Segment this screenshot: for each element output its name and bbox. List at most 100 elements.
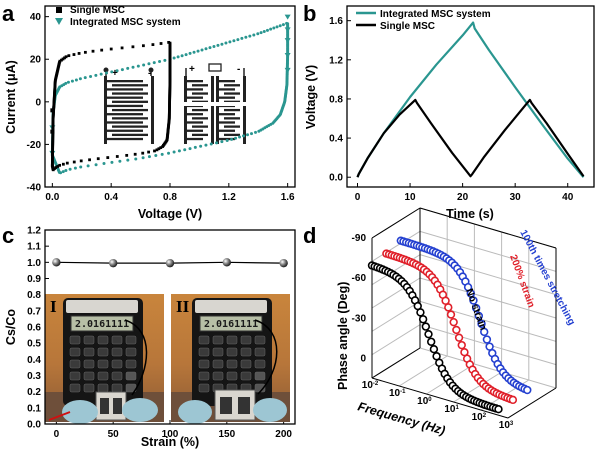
calculator-key xyxy=(83,347,95,357)
integrated-electrode-schematic-left xyxy=(184,76,214,144)
panel-c-xtick-label: 200 xyxy=(275,429,292,440)
integrated-electrode-schematic-left-finger xyxy=(192,84,208,87)
panel-a-gridticks: 0.0 0.4 0.8 1.2 1.6 -40 -20 0 20 40 xyxy=(27,12,295,203)
integrated-electrode-schematic-right-finger xyxy=(224,117,240,120)
data-point-single-msc xyxy=(96,157,100,161)
calculator-key xyxy=(83,371,95,381)
data-point-integrated-msc xyxy=(199,144,203,148)
panel-d: d -90 -60 -30 0 10-2 10-1 100 101 102 103 No stra… xyxy=(303,207,577,438)
data-point-integrated-msc xyxy=(184,53,188,57)
panel-c-xtick-label: 150 xyxy=(218,429,235,440)
data-point-single-msc xyxy=(88,158,91,162)
data-point-integrated-msc xyxy=(200,48,204,52)
data-point-integrated-msc xyxy=(158,60,162,64)
data-point-integrated-msc xyxy=(163,58,167,62)
data-point-100th-stretching xyxy=(523,385,532,395)
single-electrode-schematic-finger xyxy=(107,104,143,108)
data-point-cs-co xyxy=(279,258,288,268)
integrated-electrode-schematic-left-finger xyxy=(187,121,203,124)
data-point-no-strain xyxy=(421,322,431,331)
data-point-integrated-msc xyxy=(177,149,181,153)
data-point-single-msc xyxy=(58,163,62,167)
data-point-single-msc xyxy=(58,59,62,63)
integrated-electrode-schematic-right-finger xyxy=(224,108,240,112)
legend-label-single-b: Single MSC xyxy=(380,21,435,32)
data-point-integrated-msc xyxy=(253,130,257,134)
integrated-electrode-schematic-left-bus-left xyxy=(184,76,187,144)
data-point-integrated-msc xyxy=(110,160,114,164)
calculator-key xyxy=(97,371,109,381)
data-point-integrated-msc xyxy=(281,23,285,27)
data-point-single-msc xyxy=(151,43,155,47)
data-point-100th-stretching xyxy=(466,289,475,298)
panel-c-ytick-label: 0.3 xyxy=(27,371,41,382)
data-point-integrated-msc xyxy=(244,35,248,39)
panel-d-xtick-label: 103 xyxy=(499,420,514,431)
data-point-200-strain xyxy=(454,333,464,342)
data-point-integrated-msc xyxy=(126,66,130,70)
integrated-electrode-schematic-right-finger xyxy=(219,129,235,132)
data-point-integrated-msc xyxy=(70,79,74,83)
data-point-integrated-msc xyxy=(102,162,106,166)
data-point-single-msc xyxy=(91,49,95,53)
data-point-single-msc xyxy=(56,165,60,168)
data-point-integrated-msc xyxy=(248,34,252,38)
data-point-single-msc xyxy=(61,57,65,61)
calculator-key xyxy=(240,359,252,369)
single-electrode-schematic-finger xyxy=(107,96,143,99)
data-point-integrated-msc xyxy=(188,147,192,151)
integrated-electrode-schematic-left-bus-right xyxy=(211,76,214,144)
data-point-integrated-msc xyxy=(208,46,212,50)
panel-c-xtick-label: 0 xyxy=(54,429,60,440)
photo-inset-1: 2.0161111 I xyxy=(45,294,164,424)
data-point-200-strain xyxy=(446,310,456,319)
data-point-single-msc xyxy=(64,55,68,59)
integrated-electrode-schematic-right-bus-left xyxy=(216,76,219,144)
data-point-integrated-msc xyxy=(252,33,256,37)
data-point-single-msc xyxy=(147,150,151,154)
panel-label-a: a xyxy=(2,1,15,26)
panel-b: b 0 10 20 30 40 0.0 0.4 0.8 1.2 1.6 Integrated MS… xyxy=(303,1,595,221)
panel-d-xtick-label: 10-1 xyxy=(389,388,406,399)
panel-a-frame xyxy=(44,5,296,188)
panel-a-xtick-label: 0.0 xyxy=(45,192,59,203)
panel-c-xlabel: Strain (%) xyxy=(141,435,199,449)
data-point-integrated-msc xyxy=(61,170,65,174)
calculator-1-keys xyxy=(69,335,137,393)
data-point-100th-stretching xyxy=(482,335,492,344)
data-point-200-strain xyxy=(508,395,518,405)
data-point-integrated-msc xyxy=(246,133,250,137)
panel-c-xtick-label: 50 xyxy=(108,429,120,440)
data-point-integrated-msc xyxy=(265,28,269,32)
single-electrode-schematic-finger xyxy=(107,121,143,124)
data-point-single-msc xyxy=(125,153,129,157)
inset-polarity-label: - xyxy=(148,68,151,79)
data-point-single-msc xyxy=(100,48,104,52)
series-label-no-strain: No strain xyxy=(463,287,488,331)
inset-polarity-label: + xyxy=(112,68,118,79)
data-point-integrated-msc xyxy=(79,165,83,169)
data-point-single-msc xyxy=(131,45,135,49)
panel-b-ytick-label: 1.6 xyxy=(329,16,343,27)
data-point-integrated-msc xyxy=(240,36,244,40)
panel-b-frame xyxy=(346,5,595,188)
calculator-key xyxy=(254,359,266,369)
data-point-integrated-msc xyxy=(192,50,196,54)
panel-a-xtick-label: 1.6 xyxy=(281,192,295,203)
data-point-integrated-msc xyxy=(120,68,124,72)
panel-c-ytick-label: 0.9 xyxy=(27,274,41,285)
gloved-hands-1 xyxy=(62,398,158,424)
calculator-key xyxy=(69,383,81,393)
data-point-integrated-msc xyxy=(147,62,151,66)
panel-c: c 0 50 100 150 200 0.0 0.1 0.2 0.3 0.4 0.5 0.6 0.7 0.… xyxy=(2,223,296,449)
panel-b-xtick-label: 40 xyxy=(562,192,574,203)
device-2 xyxy=(214,389,256,421)
axis-edge xyxy=(371,377,509,419)
calculator-key xyxy=(254,347,266,357)
data-point-single-msc xyxy=(106,156,110,159)
data-point-no-strain xyxy=(494,405,503,414)
single-electrode-schematic-bus-right xyxy=(151,76,154,144)
calculator-key xyxy=(83,359,95,369)
data-point-integrated-msc xyxy=(94,163,98,167)
